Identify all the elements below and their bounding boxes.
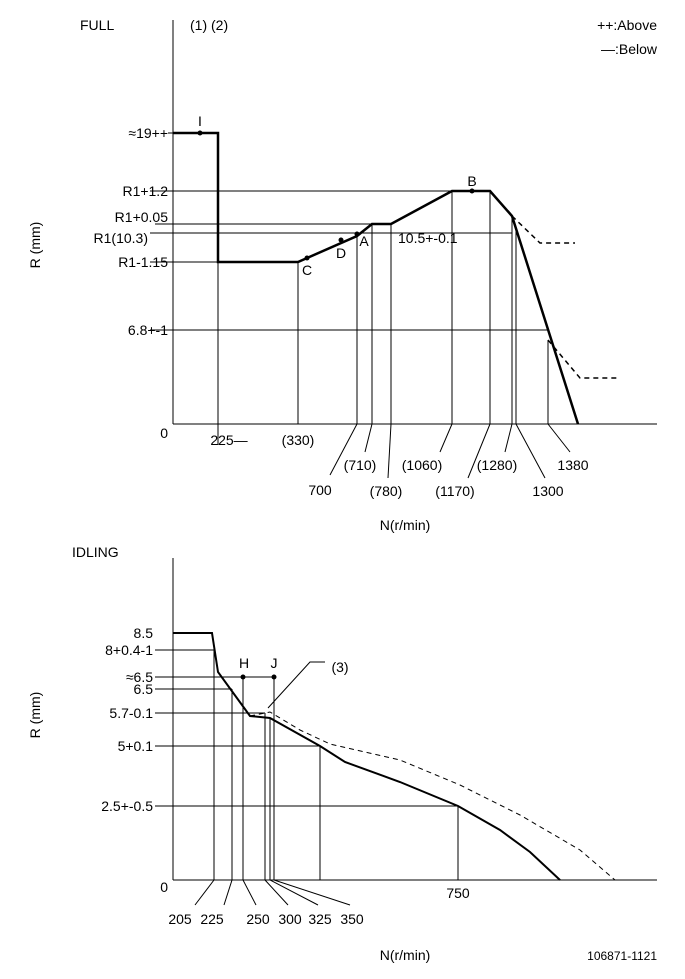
notes: (1) (2) <box>190 17 228 33</box>
x-axis-title: N(r/min) <box>380 517 431 533</box>
note: (3) <box>331 659 348 675</box>
curve-above <box>547 339 620 379</box>
y-label: 8+0.4-1 <box>105 642 153 658</box>
y-label: 0 <box>160 425 168 441</box>
x-label: (1060) <box>402 457 442 473</box>
point-label: C <box>302 262 312 278</box>
curve-above <box>511 215 575 244</box>
point-label: I <box>198 113 202 129</box>
x-label: (1170) <box>435 483 474 499</box>
point-label: A <box>359 233 369 249</box>
y-label: 5.7-0.1 <box>109 705 153 721</box>
title: IDLING <box>72 544 119 560</box>
point-dots <box>197 130 475 261</box>
point-label: H <box>239 655 249 671</box>
idling-panel: IDLING R (mm) <box>27 544 657 906</box>
y-label: 2.5+-0.5 <box>101 798 153 814</box>
y-label: 5+0.1 <box>118 738 154 754</box>
x-label: (710) <box>344 457 377 473</box>
y-axis-title: R (mm) <box>27 692 43 739</box>
y-label: 6.8+-1 <box>128 322 168 338</box>
x-label: 300 <box>278 911 302 927</box>
y-label: ≈19++ <box>128 125 168 141</box>
x-label: (1280) <box>477 457 517 473</box>
x-label: 700 <box>308 482 332 498</box>
point-label: D <box>336 245 346 261</box>
annotation: 10.5+-0.1 <box>398 230 458 246</box>
title: FULL <box>80 17 114 33</box>
point-label: B <box>467 173 476 189</box>
legend-above: ++:Above <box>597 17 657 33</box>
x-label: 205 <box>168 911 192 927</box>
x-label: 350 <box>340 911 364 927</box>
y-label: R1(10.3) <box>94 230 148 246</box>
x-label: 325 <box>308 911 332 927</box>
axes <box>155 558 657 906</box>
y-label: ≈6.5 <box>126 669 153 685</box>
axes <box>150 20 657 479</box>
y-label: R1-1.15 <box>118 254 168 270</box>
y-label: 8.5 <box>134 625 154 641</box>
point-label: J <box>271 655 278 671</box>
y-label: R1+0.05 <box>115 209 169 225</box>
x-label: 225— <box>210 432 247 448</box>
x-label: 250 <box>246 911 270 927</box>
x-label: 1300 <box>532 483 563 499</box>
y-label: R1+1.2 <box>122 183 168 199</box>
y-label: 6.5 <box>134 681 154 697</box>
curve <box>173 131 580 425</box>
x-label: (780) <box>370 483 403 499</box>
y-axis-title: R (mm) <box>27 222 43 269</box>
x-axis-title: N(r/min) <box>380 947 431 963</box>
y-label: 0 <box>160 879 168 895</box>
footer: 106871-1121 <box>587 949 657 963</box>
curve <box>173 632 561 881</box>
full-panel: FULL (1) (2) ++:Above —:Below R (mm) <box>27 17 658 479</box>
x-label: 750 <box>446 885 470 901</box>
x-label: 1380 <box>557 457 588 473</box>
legend-below: —:Below <box>601 41 658 57</box>
x-label: 225 <box>200 911 224 927</box>
x-label: (330) <box>282 432 315 448</box>
